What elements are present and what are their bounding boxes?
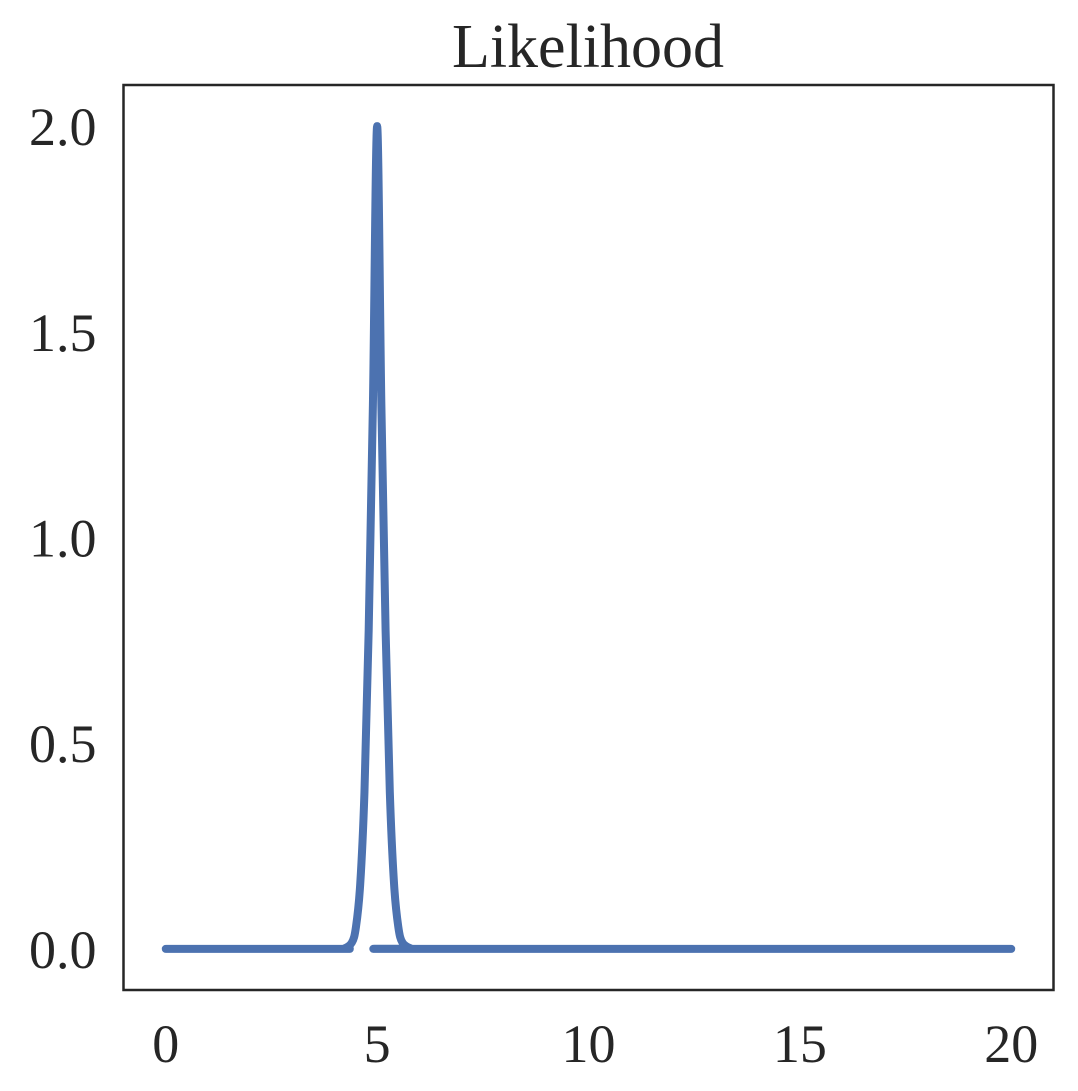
y-tick-label: 2.0 xyxy=(29,97,97,157)
chart-title: Likelihood xyxy=(452,13,724,81)
y-tick-label: 1.5 xyxy=(29,303,97,363)
y-tick-label: 1.0 xyxy=(29,509,97,569)
x-tick-label: 5 xyxy=(364,1014,391,1074)
x-tick-label: 15 xyxy=(773,1014,827,1074)
series-layer xyxy=(161,122,1016,953)
y-tick-label: 0.5 xyxy=(29,714,97,774)
y-axis-ticks: 0.0 0.5 1.0 1.5 2.0 xyxy=(29,97,97,980)
x-tick-label: 0 xyxy=(152,1014,179,1074)
x-tick-label: 20 xyxy=(984,1014,1038,1074)
likelihood-series-line xyxy=(161,122,1016,953)
plot-frame xyxy=(122,83,1055,992)
x-tick-label: 10 xyxy=(562,1014,616,1074)
y-tick-label: 0.0 xyxy=(29,920,97,980)
x-axis-ticks: 0 5 10 15 20 xyxy=(152,1014,1038,1074)
